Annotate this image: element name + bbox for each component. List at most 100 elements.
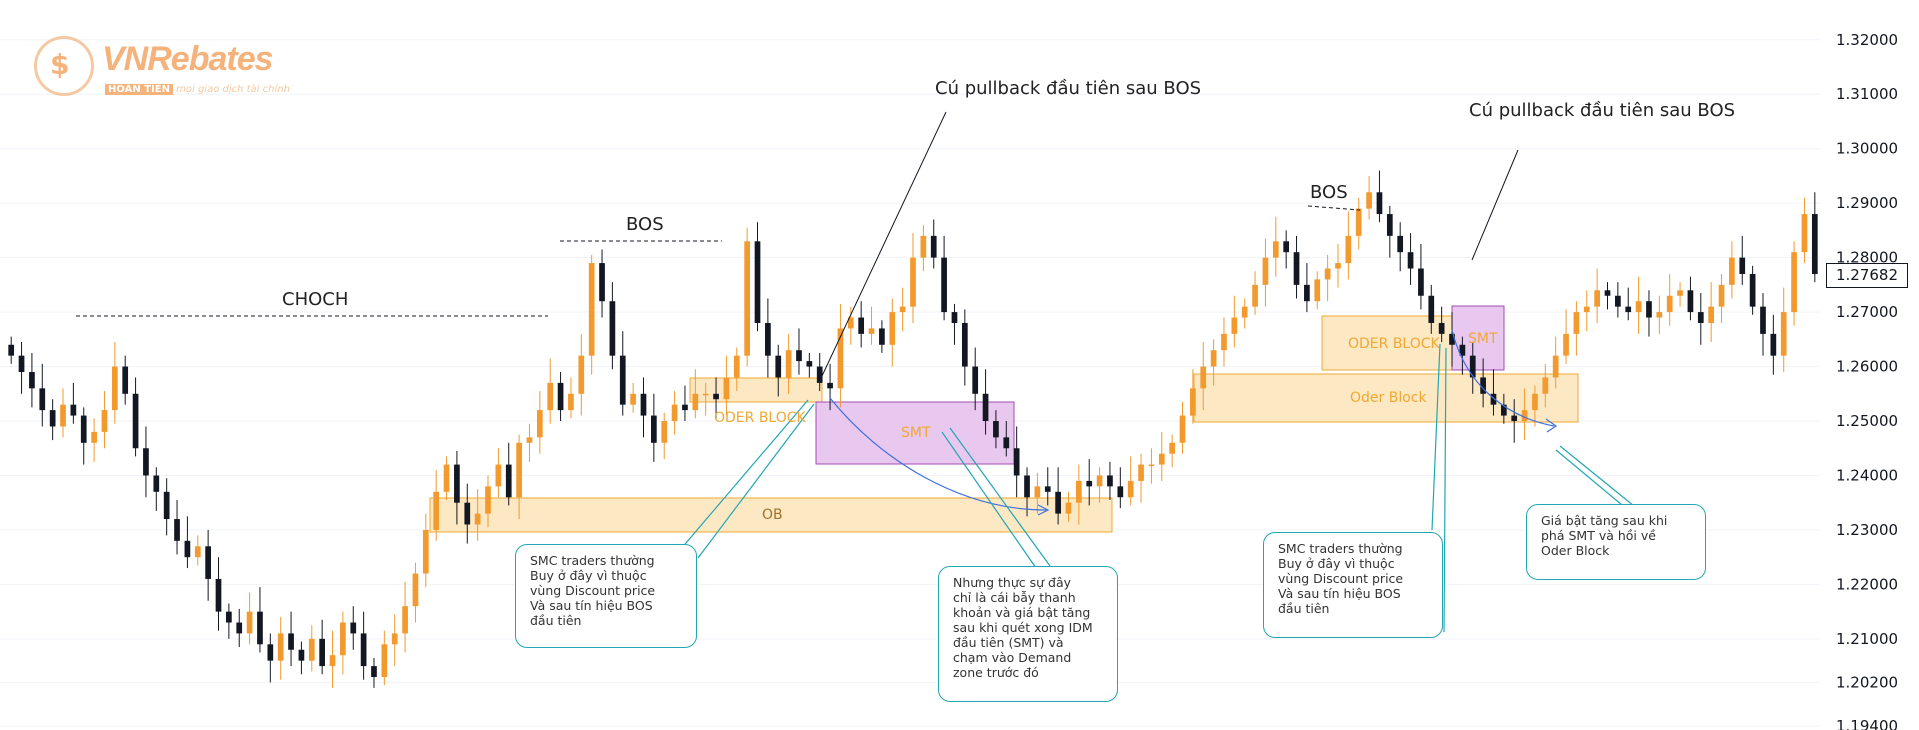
candle-body: [1801, 214, 1808, 253]
candle-body: [816, 366, 823, 383]
candle-body: [1791, 252, 1797, 313]
candle-body: [630, 393, 636, 405]
brand-tag: HOÀN TIỀN: [105, 84, 173, 95]
candle-body: [899, 306, 906, 313]
candle-body: [1107, 475, 1113, 487]
candle-body: [1708, 306, 1715, 323]
candle-body: [1739, 257, 1746, 274]
candle-body: [993, 421, 999, 438]
price-axis: 1.32000 1.31000 1.30000 1.29000 1.28000 1.270…: [1836, 31, 1898, 730]
candle-body: [858, 317, 865, 334]
candle-body: [122, 366, 129, 394]
y-tick-label: 1.28000: [1836, 249, 1898, 267]
y-tick-label: 1.20200: [1836, 673, 1898, 691]
candle-body: [1283, 241, 1290, 253]
zone-labels: ODER BLOCK OB SMT ODER BLOCK SMT Oder Bl…: [714, 331, 1498, 523]
pullback-left-label: Cú pullback đầu tiên sau BOS: [935, 78, 1202, 99]
candle-body: [464, 502, 471, 525]
bos-left-label: BOS: [626, 214, 664, 235]
candle-body: [474, 513, 481, 525]
candle-body: [754, 241, 761, 323]
current-price-badge: 1.27682: [1826, 262, 1908, 288]
candle-body: [91, 431, 97, 443]
y-tick-label: 1.24000: [1836, 466, 1898, 484]
candle-body: [951, 312, 958, 323]
candle-body: [1272, 241, 1279, 258]
candle-body: [1241, 306, 1248, 318]
y-tick-label: 1.23000: [1836, 521, 1898, 539]
candle-body: [1697, 312, 1704, 323]
candle-body: [1573, 312, 1580, 334]
candle-body: [1127, 480, 1134, 498]
note2-pointer-a: [949, 427, 1051, 567]
candle-body: [70, 404, 77, 416]
candle-body: [1656, 312, 1663, 318]
note1-pointer-a: [679, 399, 809, 551]
candle-body: [599, 263, 605, 302]
candle-body: [1293, 252, 1300, 285]
candle-body: [298, 649, 305, 661]
smt-right-label: SMT: [1468, 331, 1498, 347]
y-tick-label: 1.25000: [1836, 412, 1898, 430]
candle-body: [1583, 306, 1590, 313]
y-tick-label: 1.32000: [1836, 31, 1898, 49]
candle-body: [972, 366, 979, 394]
candle-body: [246, 611, 253, 634]
candle-body: [889, 312, 896, 345]
candle-body: [868, 328, 875, 334]
candle-body: [1169, 442, 1175, 454]
candle-body: [319, 638, 326, 667]
candle-body: [910, 257, 916, 307]
candle-body: [1677, 290, 1683, 296]
candle-body: [257, 611, 263, 645]
candle-body: [578, 355, 585, 394]
candle-body: [1345, 235, 1352, 264]
candle-body: [785, 350, 792, 378]
candle-body: [80, 415, 87, 443]
candle-body: [1770, 333, 1777, 356]
candle-body: [132, 393, 139, 449]
candle-body: [1355, 208, 1362, 236]
note-smc-buy-right: SMC traders thường Buy ở đây vì thuộc vù…: [1263, 532, 1443, 638]
candle-body: [536, 410, 543, 438]
candle-body: [682, 404, 688, 411]
candle-body: [308, 638, 315, 661]
candle-body: [495, 464, 502, 487]
ob-zone: [429, 497, 1113, 533]
smt-left-label: SMT: [901, 425, 931, 441]
candle-body: [930, 235, 937, 258]
choch-label: CHOCH: [282, 289, 349, 310]
smt-right-arrow: [1451, 329, 1555, 427]
candle-body: [1521, 410, 1528, 422]
candle-body: [1542, 377, 1549, 394]
candle-body: [1376, 192, 1383, 215]
candle-body: [557, 382, 564, 411]
brand-logo-icon: $: [34, 36, 94, 96]
candle-body: [1418, 268, 1424, 296]
note-bounce-order-block: Giá bật tăng sau khi phá SMT và hồi về O…: [1526, 504, 1706, 580]
candle-body: [443, 464, 450, 492]
candle-body: [371, 666, 377, 677]
candle-body: [1500, 404, 1507, 416]
candle-body: [1811, 214, 1818, 274]
candle-body: [8, 344, 15, 356]
brand-tagline: HOÀN TIỀN mọi giao dịch tài chính: [105, 84, 290, 95]
candle-body: [153, 475, 160, 492]
candle-body: [1604, 290, 1611, 296]
note-smc-buy-left: SMC traders thường Buy ở đây vì thuộc vù…: [515, 544, 697, 648]
y-tick-label: 1.22000: [1836, 575, 1898, 593]
y-tick-label: 1.21000: [1836, 630, 1898, 648]
candle-body: [1231, 317, 1238, 334]
candle-body: [1625, 306, 1632, 313]
y-tick-label: 1.27000: [1836, 303, 1898, 321]
candle-body: [1262, 257, 1269, 285]
candle-body: [1469, 355, 1476, 378]
candle-body: [340, 622, 346, 656]
ob-label: OB: [762, 507, 783, 523]
candle-body: [1438, 322, 1445, 334]
candle-body: [733, 355, 740, 378]
candles: [8, 170, 1818, 688]
candle-body: [1034, 486, 1041, 498]
candle-body: [1138, 464, 1144, 481]
